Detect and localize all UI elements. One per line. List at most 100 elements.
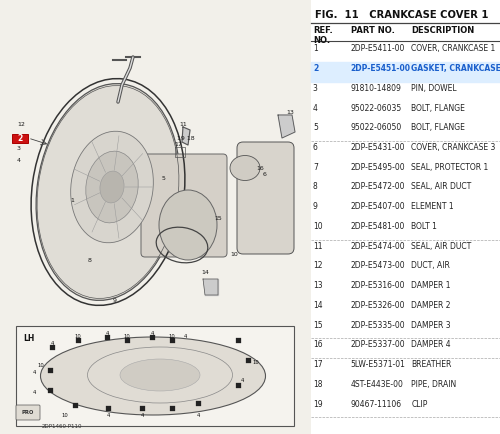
Text: 2: 2: [18, 134, 22, 143]
Text: 95022-06035: 95022-06035: [350, 103, 402, 112]
Text: 6: 6: [263, 172, 267, 178]
Text: 16: 16: [256, 165, 264, 171]
Text: 12: 12: [313, 261, 322, 270]
Bar: [236, 382, 240, 388]
Text: 16: 16: [313, 340, 322, 349]
Text: 4: 4: [184, 334, 186, 339]
Bar: [124, 338, 130, 342]
Text: 12: 12: [17, 122, 25, 128]
FancyBboxPatch shape: [16, 405, 40, 420]
Text: 8: 8: [313, 182, 318, 191]
Text: 2DP-E5431-00: 2DP-E5431-00: [350, 143, 405, 152]
Text: 4ST-E443E-00: 4ST-E443E-00: [350, 380, 404, 389]
Bar: [76, 338, 80, 342]
Bar: [236, 338, 240, 342]
Text: ELEMENT 1: ELEMENT 1: [411, 202, 454, 211]
Text: REF.
NO.: REF. NO.: [313, 26, 332, 46]
Ellipse shape: [86, 151, 138, 223]
Text: PRO: PRO: [22, 410, 34, 415]
Text: GASKET, CRANKCASE COVER 1: GASKET, CRANKCASE COVER 1: [411, 64, 500, 73]
Text: 11: 11: [179, 122, 187, 126]
Bar: [311, 62, 500, 82]
Text: 5: 5: [313, 123, 318, 132]
Ellipse shape: [36, 84, 180, 300]
Text: SEAL, AIR DUCT: SEAL, AIR DUCT: [411, 182, 472, 191]
Text: LH: LH: [23, 334, 34, 343]
Polygon shape: [182, 127, 190, 145]
Text: 8: 8: [88, 257, 92, 263]
Ellipse shape: [70, 131, 154, 243]
Text: 4: 4: [106, 413, 110, 418]
Text: 4: 4: [240, 378, 244, 383]
Text: 4: 4: [32, 390, 35, 395]
Text: COVER, CRANKCASE 1: COVER, CRANKCASE 1: [411, 44, 496, 53]
Bar: [48, 388, 52, 392]
Text: 2DP-E5451-00: 2DP-E5451-00: [350, 64, 410, 73]
Text: 3: 3: [313, 84, 318, 93]
Text: BOLT, FLANGE: BOLT, FLANGE: [411, 103, 465, 112]
Bar: [196, 401, 200, 405]
Text: BOLT 1: BOLT 1: [411, 222, 437, 231]
Text: 10: 10: [74, 334, 82, 339]
Text: PIPE, DRAIN: PIPE, DRAIN: [411, 380, 457, 389]
FancyBboxPatch shape: [141, 154, 227, 257]
Text: 4: 4: [140, 413, 143, 418]
Text: 2DP-E5337-00: 2DP-E5337-00: [350, 340, 406, 349]
Text: 10: 10: [168, 334, 175, 339]
Text: 17: 17: [174, 142, 182, 148]
Text: 10: 10: [252, 360, 260, 365]
Text: SEAL, PROTECTOR 1: SEAL, PROTECTOR 1: [411, 163, 488, 172]
Bar: [140, 405, 144, 411]
Bar: [104, 335, 110, 339]
Text: FIG.  11   CRANKCASE COVER 1: FIG. 11 CRANKCASE COVER 1: [315, 10, 488, 20]
Text: 3: 3: [17, 145, 21, 151]
Bar: [106, 405, 110, 411]
Text: DUCT, AIR: DUCT, AIR: [411, 261, 450, 270]
Text: 10: 10: [124, 334, 130, 339]
Text: 7: 7: [313, 163, 318, 172]
Text: 6: 6: [313, 143, 318, 152]
Text: 15: 15: [313, 321, 322, 330]
Text: 10: 10: [62, 413, 68, 418]
Text: 4: 4: [196, 413, 200, 418]
Text: 18: 18: [313, 380, 322, 389]
Text: 1: 1: [70, 197, 74, 203]
Text: DAMPER 2: DAMPER 2: [411, 301, 451, 310]
Text: 13: 13: [286, 109, 294, 115]
Bar: [50, 345, 54, 349]
Text: 2: 2: [313, 64, 318, 73]
Text: 2DP-E5407-00: 2DP-E5407-00: [350, 202, 406, 211]
Text: DAMPER 4: DAMPER 4: [411, 340, 451, 349]
Text: 4: 4: [17, 158, 21, 162]
Bar: [170, 405, 174, 411]
Text: DAMPER 3: DAMPER 3: [411, 321, 451, 330]
Text: 15: 15: [214, 216, 222, 220]
Text: 2DP-E5335-00: 2DP-E5335-00: [350, 321, 406, 330]
FancyBboxPatch shape: [237, 142, 294, 254]
Text: COVER, CRANKCASE 3: COVER, CRANKCASE 3: [411, 143, 496, 152]
Text: 10: 10: [38, 363, 44, 368]
Text: 4: 4: [150, 331, 154, 336]
Text: 14: 14: [201, 270, 209, 276]
Text: BOLT, FLANGE: BOLT, FLANGE: [411, 123, 465, 132]
Text: 2DP-E5326-00: 2DP-E5326-00: [350, 301, 405, 310]
Polygon shape: [278, 115, 295, 138]
Text: 11: 11: [313, 242, 322, 251]
Text: BREATHER: BREATHER: [411, 360, 452, 369]
Bar: [72, 402, 78, 408]
Ellipse shape: [100, 171, 124, 203]
Polygon shape: [203, 279, 218, 295]
Text: 2DP-E5411-00: 2DP-E5411-00: [350, 44, 405, 53]
Bar: [150, 335, 154, 339]
Ellipse shape: [40, 337, 266, 415]
Text: 1: 1: [313, 44, 318, 53]
Ellipse shape: [159, 190, 217, 260]
Text: 5LW-E5371-01: 5LW-E5371-01: [350, 360, 406, 369]
Text: SEAL, AIR DUCT: SEAL, AIR DUCT: [411, 242, 472, 251]
Text: DAMPER 1: DAMPER 1: [411, 281, 451, 290]
Text: 10: 10: [230, 253, 238, 257]
Text: 2DP-E5316-00: 2DP-E5316-00: [350, 281, 405, 290]
Text: 19: 19: [313, 400, 322, 409]
Text: 10: 10: [313, 222, 322, 231]
Text: 2DP-E5481-00: 2DP-E5481-00: [350, 222, 405, 231]
